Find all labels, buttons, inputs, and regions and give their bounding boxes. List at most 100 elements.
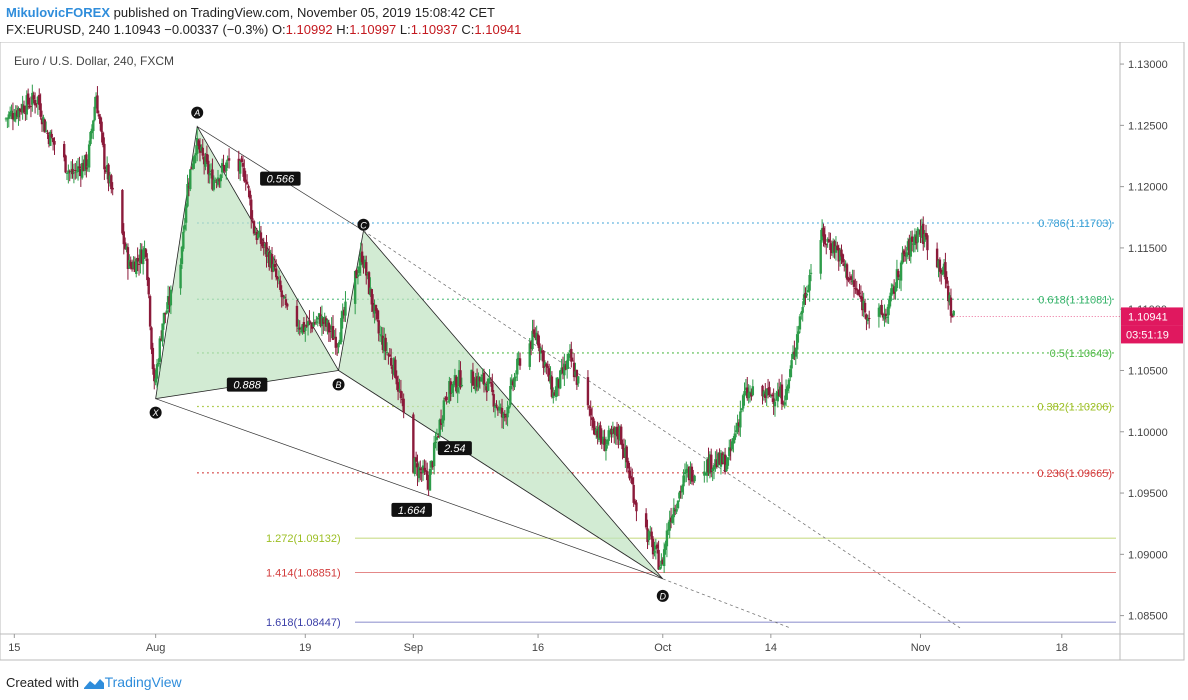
fib-label-2: 0.5(1.10643): [1050, 348, 1112, 360]
candle-body-548: [888, 295, 892, 307]
candle-body-422: [680, 485, 684, 493]
candle-body-80: [132, 261, 135, 269]
candle-body-229: [371, 303, 375, 312]
candle-body-325: [529, 341, 533, 349]
candle-body-1: [6, 118, 9, 120]
candle-body-327: [532, 329, 536, 334]
candle-body-220: [359, 252, 362, 266]
candle-body-166: [268, 252, 271, 267]
candle-body-572: [922, 223, 925, 244]
candle-body-338: [547, 368, 551, 382]
candle-body-379: [613, 427, 616, 434]
candle-body-398: [647, 531, 651, 541]
candle-body-21: [33, 99, 37, 106]
candle-body-332: [539, 348, 543, 354]
candle-body-569: [917, 229, 921, 231]
candle-body-317: [510, 379, 513, 386]
candle-body-293: [477, 376, 480, 388]
candle-body-173: [277, 279, 281, 281]
candle-body-144: [237, 158, 240, 172]
candle-body-249: [399, 390, 403, 399]
price-chart[interactable]: 0.786(1.11703) 0.618(1.11081) 0.5(1.10643)…: [0, 42, 1188, 670]
candle-body-132: [212, 179, 216, 190]
y-tick-label-6: 1.10000: [1128, 427, 1168, 439]
candle-body-375: [607, 430, 610, 441]
candle-body-94: [151, 347, 155, 370]
candle-body-585: [948, 295, 951, 303]
candle-body-360: [586, 377, 590, 406]
candle-body-114: [187, 186, 191, 188]
candle-body-134: [215, 181, 218, 183]
candle-body-524: [847, 277, 850, 281]
candle-body-370: [600, 437, 603, 444]
candle-body-251: [402, 398, 405, 413]
candle-body-171: [274, 268, 278, 278]
candle-body-170: [273, 264, 277, 267]
ratio-box-1: [226, 377, 268, 392]
candle-body-418: [675, 509, 678, 512]
candle-body-42: [71, 168, 74, 175]
candle-body-131: [211, 169, 214, 190]
candle-body-566: [913, 234, 917, 246]
candle-body-575: [926, 235, 929, 251]
candle-body-544: [883, 315, 886, 320]
candle-body-458: [739, 411, 742, 428]
candle-body-184: [301, 324, 304, 333]
candle-body-390: [628, 470, 631, 479]
candle-body-86: [140, 250, 143, 264]
candle-body-248: [398, 389, 401, 391]
y-tick-label-8: 1.09000: [1128, 549, 1168, 561]
candle-body-246: [395, 376, 398, 385]
candle-body-197: [319, 314, 322, 327]
candle-body-194: [315, 321, 318, 323]
candle-body-583: [945, 276, 949, 284]
candle-body-27: [42, 117, 45, 123]
candle-body-198: [320, 316, 324, 327]
candle-body-442: [716, 453, 720, 466]
candle-body-313: [504, 415, 508, 418]
candle-body-443: [718, 452, 721, 465]
candle-body-33: [50, 133, 53, 138]
current-price-tag: [1121, 307, 1183, 326]
candle-body-278: [448, 380, 451, 402]
candle-body-354: [570, 348, 573, 362]
x-tick-label-7: Nov: [911, 642, 931, 654]
candle-body-523: [845, 264, 849, 280]
candle-body-295: [480, 377, 483, 382]
candle-body-430: [692, 480, 695, 482]
candle-body-232: [376, 309, 379, 320]
candle-body-376: [608, 431, 612, 433]
candle-body-181: [297, 327, 300, 329]
candle-body-588: [952, 310, 955, 316]
candle-body-495: [798, 316, 802, 330]
candle-body-434: [705, 459, 709, 476]
pattern-labels: X A B C D 0.566 0.888 1.664 2.54: [149, 106, 669, 602]
candle-body-346: [559, 370, 562, 389]
candle-body-361: [588, 406, 591, 408]
candle-body-395: [635, 502, 638, 512]
candle-body-466: [750, 392, 753, 397]
candle-body-564: [910, 236, 914, 242]
candle-body-359: [577, 376, 580, 384]
candle-body-55: [89, 131, 92, 145]
candle-body-389: [626, 460, 630, 469]
candle-body-196: [317, 313, 321, 318]
candle-body-133: [214, 180, 217, 182]
candle-body-239: [385, 352, 389, 354]
author-name[interactable]: MikulovicFOREX: [6, 5, 111, 20]
candle-body-348: [561, 367, 565, 374]
candle-body-268: [434, 442, 437, 444]
candle-body-31: [47, 134, 51, 145]
candle-body-404: [656, 544, 659, 549]
candle-body-39: [67, 170, 70, 174]
candle-body-96: [154, 378, 157, 383]
candle-body-38: [65, 172, 69, 174]
candle-body-505: [820, 228, 824, 241]
candle-body-188: [306, 321, 310, 326]
ratio-label-2: 1.664: [398, 505, 426, 517]
candle-body-365: [593, 427, 597, 435]
candle-body-536: [863, 302, 867, 313]
tradingview-brand[interactable]: TradingView: [104, 674, 182, 690]
candle-body-490: [791, 352, 795, 360]
candle-body-12: [21, 104, 24, 113]
